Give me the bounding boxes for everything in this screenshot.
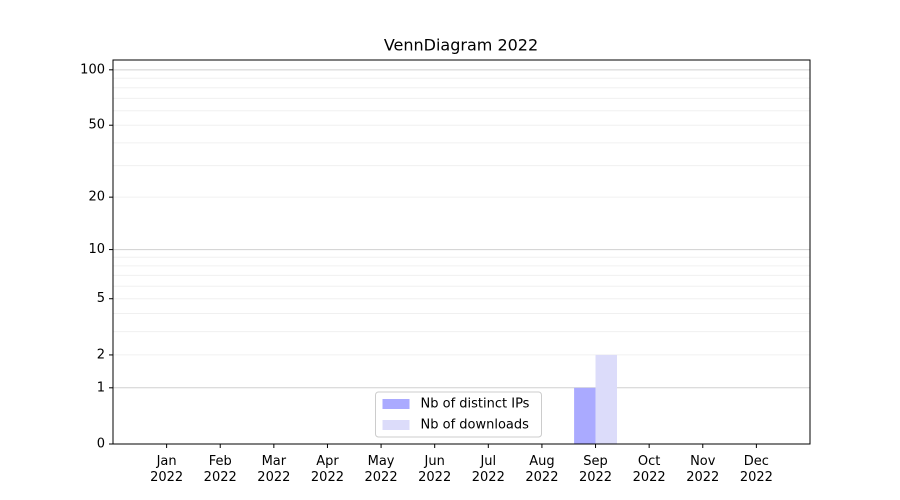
x-tick-label: Aug 2022: [525, 454, 558, 485]
bar: [595, 354, 617, 444]
x-tick-label: Nov 2022: [686, 454, 719, 485]
y-tick-label: 10: [88, 242, 105, 257]
x-tick-label: Sep 2022: [579, 454, 612, 485]
y-tick-label: 100: [80, 62, 105, 77]
y-tick-label: 5: [97, 291, 105, 306]
y-tick-label: 2: [97, 347, 105, 362]
bar: [574, 387, 596, 444]
x-tick-label: Jan 2022: [150, 454, 183, 485]
x-tick-label: Jun 2022: [418, 454, 451, 485]
y-tick-label: 1: [97, 380, 105, 395]
legend-swatch: [382, 399, 410, 409]
legend-label: Nb of distinct IPs: [421, 397, 530, 412]
x-tick-label: Feb 2022: [204, 454, 237, 485]
legend-label: Nb of downloads: [421, 418, 530, 433]
x-tick-label: Dec 2022: [740, 454, 773, 485]
legend-swatch: [382, 420, 410, 430]
legend-box: [375, 391, 542, 438]
plot-frame: [112, 59, 811, 445]
x-tick-label: May 2022: [365, 454, 398, 485]
x-tick-label: Apr 2022: [311, 454, 344, 485]
y-tick-label: 50: [88, 118, 105, 133]
x-tick-label: Jul 2022: [472, 454, 505, 485]
x-tick-label: Oct 2022: [633, 454, 666, 485]
chart-title: VennDiagram 2022: [384, 36, 538, 55]
y-tick-label: 20: [88, 190, 105, 205]
y-tick-label: 0: [97, 437, 105, 452]
x-tick-label: Mar 2022: [257, 454, 290, 485]
